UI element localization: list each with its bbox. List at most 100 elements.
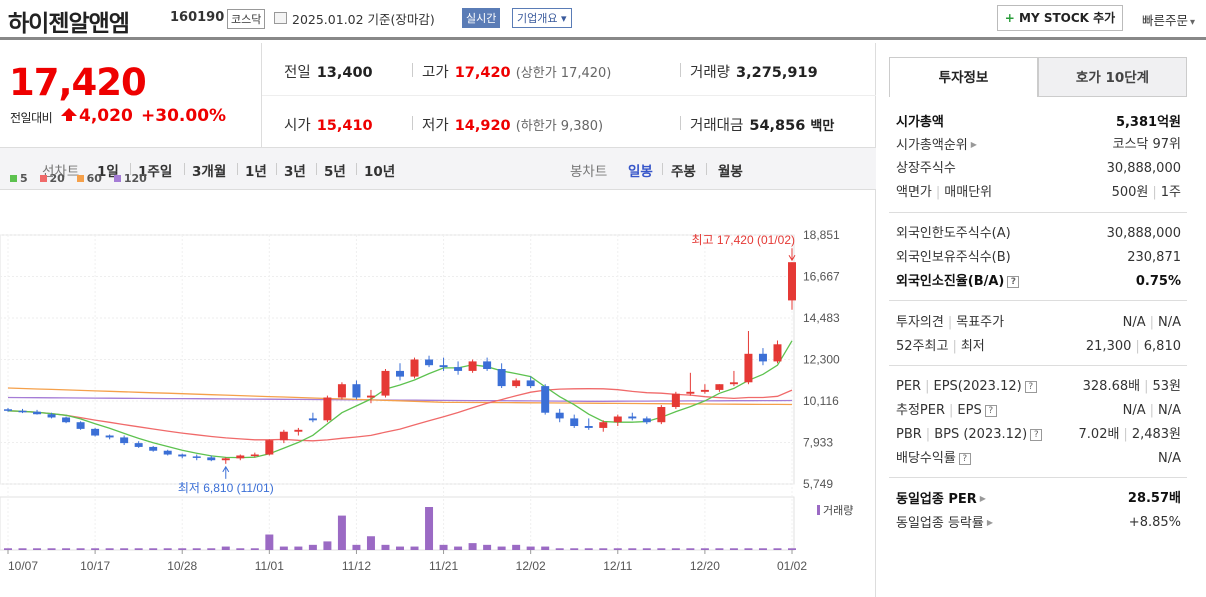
volume-bar [337, 515, 346, 550]
candle [512, 380, 521, 387]
volume-bar [294, 546, 303, 550]
y-tick-label: 12,300 [803, 353, 840, 367]
change-label: 전일대비 [10, 111, 53, 125]
period-daily[interactable]: 일봉 [628, 164, 653, 180]
foreign-holding-row: 외국인보유주식수(B) 230,871 [896, 250, 1181, 265]
candle [62, 417, 71, 423]
volume-bar [758, 548, 767, 550]
week52-row: 52주최고 | 최저 21,300 | 6,810 [896, 339, 1181, 354]
candle [599, 422, 608, 428]
candle [628, 416, 637, 419]
volume-bar [323, 541, 332, 550]
x-tick-label: 11/12 [342, 559, 371, 573]
period-3m[interactable]: 3개월 [192, 164, 227, 180]
volume-bar [671, 548, 680, 550]
x-tick-label: 01/02 [777, 559, 807, 573]
period-10y[interactable]: 10년 [364, 164, 396, 180]
y-tick-label: 14,483 [803, 311, 840, 325]
quick-order-button[interactable]: 빠른주문 ▾ [1142, 10, 1195, 29]
candle [715, 384, 724, 390]
legend-ma60: 60 [76, 172, 102, 185]
y-tick-label: 16,667 [803, 270, 840, 284]
period-3y[interactable]: 3년 [284, 164, 306, 180]
volume-bar [773, 548, 782, 550]
volume-bar [439, 544, 448, 550]
pbr-bps-row: PBR | BPS (2023.12)? 7.02배 | 2,483원 [896, 427, 1181, 442]
period-5y[interactable]: 5년 [324, 164, 346, 180]
period-weekly[interactable]: 주봉 [671, 164, 696, 180]
legend-ma20: 20 [39, 172, 65, 185]
volume-bar [105, 548, 114, 550]
volume-bar [454, 546, 463, 550]
add-my-stock-label: MY STOCK 추가 [1019, 11, 1116, 25]
period-1y[interactable]: 1년 [245, 164, 267, 180]
candle [570, 418, 579, 427]
volume-bar [570, 548, 579, 550]
volume-bar [352, 544, 361, 550]
candle [729, 382, 738, 385]
help-icon: ? [1024, 381, 1037, 393]
volume-bar [599, 548, 608, 550]
caret-right-icon: ▶ [979, 494, 986, 503]
volume-bar [4, 548, 12, 550]
volume-frame [0, 496, 795, 551]
volume-bar [425, 507, 434, 550]
volume-bar [555, 548, 564, 550]
low-annotation: 최저 6,810 (11/01) [178, 481, 274, 495]
candle [192, 456, 201, 458]
volume-label: 거래량 [823, 504, 853, 517]
realtime-button[interactable]: 실시간 [462, 8, 501, 28]
volume-bar [700, 548, 709, 550]
volume-bar [76, 548, 85, 550]
volume-bar [178, 548, 187, 550]
period-1w[interactable]: 1주일 [138, 164, 173, 180]
foreign-limit-row: 외국인한도주식수(A) 30,888,000 [896, 226, 1181, 241]
volume-bar [120, 548, 129, 550]
legend-ma5: 5 [10, 172, 28, 185]
dividend-yield-row: 배당수익률? N/A [896, 451, 1181, 466]
volume-bar [396, 546, 404, 550]
candle [381, 370, 390, 396]
candle [642, 418, 651, 423]
candle [134, 443, 143, 447]
volume-bar [33, 548, 42, 550]
volume-bar [483, 544, 492, 550]
price-chart-panel: 17,420 전일대비 4,020 +30.00% 전일 13,400 고가 17,… [0, 43, 876, 597]
candle [279, 431, 288, 441]
period-monthly[interactable]: 월봉 [718, 164, 743, 180]
candle [657, 407, 666, 423]
as-of-date: 2025.01.02 기준(장마감) [292, 12, 435, 27]
candle [439, 365, 448, 368]
ma60-line [7, 387, 793, 406]
tab-order-book[interactable]: 호가 10단계 [1038, 57, 1187, 97]
change-percent: +30.00% [141, 106, 227, 126]
help-icon: ? [1007, 276, 1020, 288]
industry-per-row[interactable]: 동일업종 PER ▶ 28.57배 [896, 491, 1181, 507]
candle [47, 414, 56, 418]
market-cap-rank-row[interactable]: 시가총액순위 ▶ 코스닥 97위 [896, 137, 1181, 153]
volume-bar [366, 536, 375, 550]
candle [744, 353, 753, 383]
candle [178, 454, 187, 457]
line-chart-label: 선차트 [42, 164, 80, 180]
par-value-row: 액면가 | 매매단위 500원 | 1주 [896, 185, 1181, 200]
candle [584, 426, 593, 428]
volume-legend-swatch [817, 505, 820, 515]
volume-bar [18, 548, 27, 550]
candle [671, 393, 680, 408]
help-icon: ? [1030, 429, 1043, 441]
y-tick-label: 7,933 [803, 436, 833, 450]
price-stats: 전일 13,400 고가 17,420 (상한가 17,420) 거래량 3,275,… [262, 43, 876, 148]
current-price: 17,420 [9, 61, 147, 104]
info-tabs: 투자정보 호가 10단계 [889, 57, 1187, 97]
investment-info-panel: 투자정보 호가 10단계 시가총액 5,381억원 시가총액순위 ▶ 코스닥 97위 … [889, 57, 1187, 537]
period-1d[interactable]: 1일 [97, 164, 119, 180]
tab-investment-info[interactable]: 투자정보 [889, 57, 1038, 97]
y-tick-label: 5,749 [803, 477, 833, 491]
legend-ma120: 120 [113, 172, 147, 185]
company-overview-dropdown[interactable]: 기업개요 ▾ [512, 8, 572, 28]
volume-bar [526, 546, 535, 550]
foreign-ratio-row: 외국인소진율(B/A)? 0.75% [896, 274, 1181, 289]
industry-change-row[interactable]: 동일업종 등락률 ▶ +8.85% [896, 515, 1181, 531]
add-my-stock-button[interactable]: + MY STOCK 추가 [997, 5, 1123, 31]
